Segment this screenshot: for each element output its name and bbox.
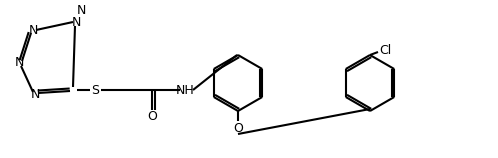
- Text: NH: NH: [176, 83, 194, 97]
- Text: N: N: [76, 3, 86, 16]
- Text: N: N: [30, 88, 40, 101]
- Text: N: N: [71, 15, 81, 28]
- Text: S: S: [91, 83, 99, 97]
- Text: Cl: Cl: [379, 43, 391, 57]
- Text: O: O: [147, 109, 157, 122]
- Text: O: O: [233, 122, 243, 134]
- Text: N: N: [28, 24, 38, 36]
- Text: N: N: [14, 57, 24, 70]
